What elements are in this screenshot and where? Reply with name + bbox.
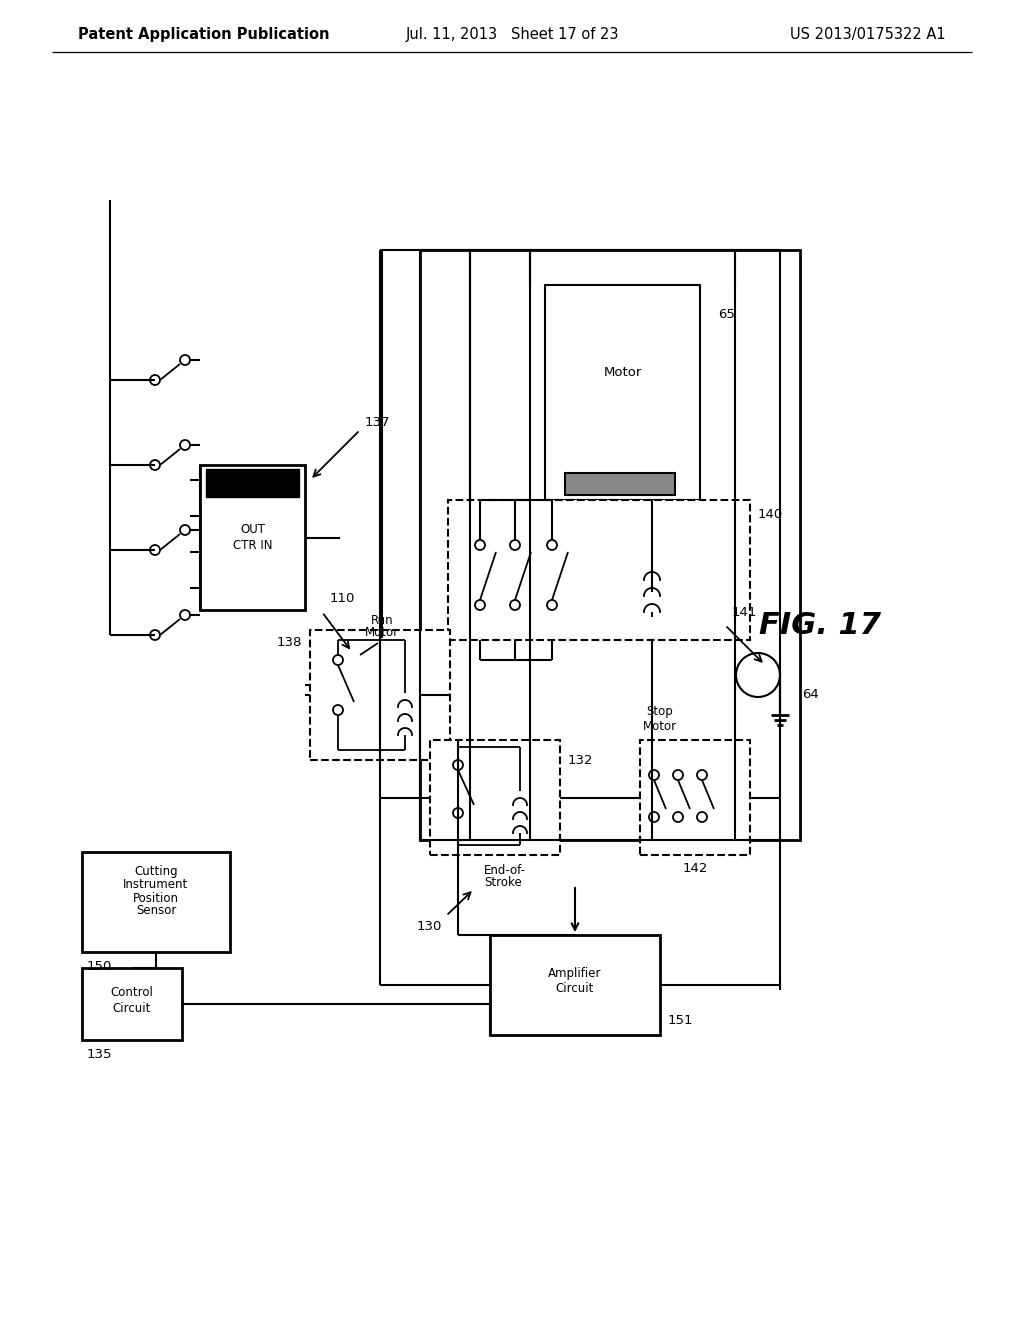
Circle shape — [150, 459, 160, 470]
Circle shape — [333, 705, 343, 715]
Bar — [82, 851, 230, 952]
Text: Motor: Motor — [603, 366, 642, 379]
Text: US 2013/0175322 A1: US 2013/0175322 A1 — [791, 28, 946, 42]
Circle shape — [355, 655, 365, 665]
Circle shape — [453, 760, 463, 770]
Text: 142: 142 — [682, 862, 708, 875]
Text: 141: 141 — [732, 606, 758, 619]
Bar — [490, 935, 660, 1035]
Text: Control: Control — [111, 986, 154, 998]
Circle shape — [697, 812, 707, 822]
Circle shape — [150, 630, 160, 640]
Text: Circuit: Circuit — [556, 982, 594, 995]
Text: 151: 151 — [668, 1014, 693, 1027]
Circle shape — [180, 525, 190, 535]
Bar — [200, 465, 305, 610]
Circle shape — [547, 540, 557, 550]
Text: Stop: Stop — [646, 705, 674, 718]
Text: 132: 132 — [568, 754, 594, 767]
Bar — [449, 500, 750, 640]
Text: CTR IN: CTR IN — [232, 539, 272, 552]
Circle shape — [673, 812, 683, 822]
Text: 65: 65 — [718, 309, 735, 322]
Text: Run: Run — [371, 614, 393, 627]
Text: Patent Application Publication: Patent Application Publication — [78, 28, 330, 42]
Circle shape — [673, 770, 683, 780]
Text: Position: Position — [133, 891, 179, 904]
Circle shape — [180, 610, 190, 620]
Text: 138: 138 — [276, 635, 302, 648]
Bar — [545, 285, 700, 500]
Text: 150: 150 — [87, 961, 113, 974]
Text: 140: 140 — [758, 508, 783, 521]
Text: Sensor: Sensor — [136, 904, 176, 917]
Circle shape — [697, 770, 707, 780]
Circle shape — [377, 634, 387, 643]
Bar — [420, 249, 800, 840]
Bar — [206, 469, 299, 498]
Text: Amplifier: Amplifier — [548, 966, 602, 979]
Text: Motor: Motor — [643, 719, 677, 733]
Circle shape — [180, 355, 190, 366]
Bar — [310, 630, 450, 760]
Text: Cutting: Cutting — [134, 866, 178, 879]
Circle shape — [510, 540, 520, 550]
Circle shape — [150, 375, 160, 385]
Bar — [640, 741, 750, 855]
Text: End-of-: End-of- — [484, 863, 526, 876]
Bar — [430, 741, 560, 855]
Text: 135: 135 — [87, 1048, 113, 1061]
Circle shape — [475, 540, 485, 550]
Text: Stroke: Stroke — [484, 875, 522, 888]
Circle shape — [150, 545, 160, 554]
Circle shape — [453, 808, 463, 818]
Circle shape — [510, 601, 520, 610]
Text: Jul. 11, 2013   Sheet 17 of 23: Jul. 11, 2013 Sheet 17 of 23 — [406, 28, 618, 42]
Circle shape — [180, 440, 190, 450]
Text: Instrument: Instrument — [123, 879, 188, 891]
Bar — [565, 473, 675, 495]
Text: FIG. 17: FIG. 17 — [759, 610, 881, 639]
Text: Circuit: Circuit — [113, 1002, 152, 1015]
Text: Motor: Motor — [365, 626, 399, 639]
Text: 137: 137 — [365, 417, 390, 429]
Text: 110: 110 — [330, 591, 355, 605]
Text: 130: 130 — [417, 920, 442, 932]
Circle shape — [547, 601, 557, 610]
Circle shape — [649, 812, 659, 822]
Circle shape — [649, 770, 659, 780]
Circle shape — [736, 653, 780, 697]
Text: 64: 64 — [802, 689, 819, 701]
Bar — [82, 968, 182, 1040]
Text: OUT: OUT — [240, 523, 265, 536]
Circle shape — [475, 601, 485, 610]
Circle shape — [333, 655, 343, 665]
